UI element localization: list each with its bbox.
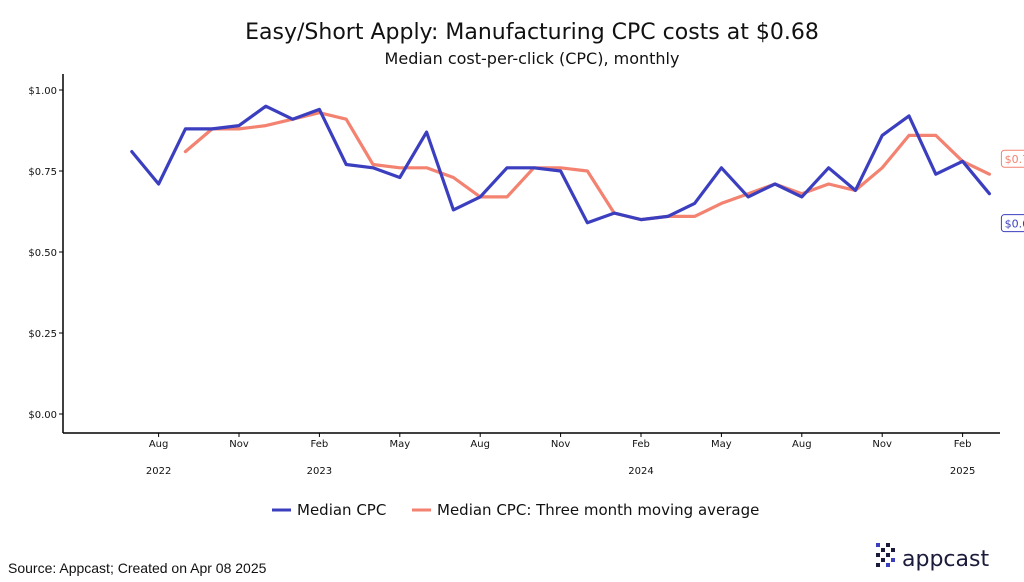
y-tick-label: $0.25 bbox=[28, 329, 57, 340]
logo-dot bbox=[876, 543, 880, 547]
end-label-box-median bbox=[1000, 214, 1024, 233]
legend-label-moving-average: Median CPC: Three month moving average bbox=[437, 501, 759, 519]
x-tick-label: May bbox=[389, 439, 410, 450]
end-label-median: $0.68 bbox=[1005, 218, 1024, 231]
logo-dot bbox=[886, 553, 890, 557]
series-line-median-cpc bbox=[130, 104, 992, 225]
x-tick-label: Aug bbox=[149, 439, 169, 450]
logo-dot bbox=[881, 558, 885, 562]
end-label-box-moving-average bbox=[1000, 149, 1024, 168]
x-tick-label: Feb bbox=[954, 439, 972, 450]
plot-area: $0.00 $0.25 $0.50 $0.75 $1.00 Aug Nov Feb May Aug… bbox=[28, 74, 1024, 477]
x-year-label: 2023 bbox=[307, 466, 332, 477]
x-tick-label: Feb bbox=[632, 439, 650, 450]
x-tick-label: Nov bbox=[872, 439, 892, 450]
x-tick-label: May bbox=[711, 439, 732, 450]
x-year-label: 2025 bbox=[950, 466, 975, 477]
brand-wordmark: appcast bbox=[902, 547, 989, 572]
logo-dot bbox=[881, 548, 885, 552]
chart-title: Easy/Short Apply: Manufacturing CPC cost… bbox=[245, 20, 819, 45]
logo-dot bbox=[876, 553, 880, 557]
y-tick-label: $1.00 bbox=[28, 86, 57, 97]
y-tick-label: $0.50 bbox=[28, 248, 57, 259]
x-tick-label: Nov bbox=[551, 439, 571, 450]
x-tick-label: Nov bbox=[229, 439, 249, 450]
x-tick-label: Aug bbox=[470, 439, 490, 450]
logo-dot bbox=[891, 548, 895, 552]
chart-subtitle: Median cost-per-click (CPC), monthly bbox=[385, 49, 680, 68]
end-label-moving-average: $0.74 bbox=[1005, 153, 1024, 166]
logo-dot bbox=[891, 558, 895, 562]
x-year-label: 2022 bbox=[146, 466, 171, 477]
appcast-dots-logo-icon bbox=[876, 543, 895, 567]
x-year-label: 2024 bbox=[628, 466, 653, 477]
x-tick-label: Feb bbox=[311, 439, 329, 450]
legend-label-median-cpc: Median CPC bbox=[297, 501, 386, 519]
source-note: Source: Appcast; Created on Apr 08 2025 bbox=[8, 560, 267, 576]
legend: Median CPC Median CPC: Three month movin… bbox=[272, 501, 759, 519]
logo-dot bbox=[876, 563, 880, 567]
y-tick-label: $0.75 bbox=[28, 167, 57, 178]
logo-dot bbox=[886, 563, 890, 567]
brand-logo: appcast bbox=[876, 543, 989, 572]
x-tick-label: Aug bbox=[792, 439, 812, 450]
logo-dot bbox=[886, 543, 890, 547]
y-tick-label: $0.00 bbox=[28, 410, 57, 421]
